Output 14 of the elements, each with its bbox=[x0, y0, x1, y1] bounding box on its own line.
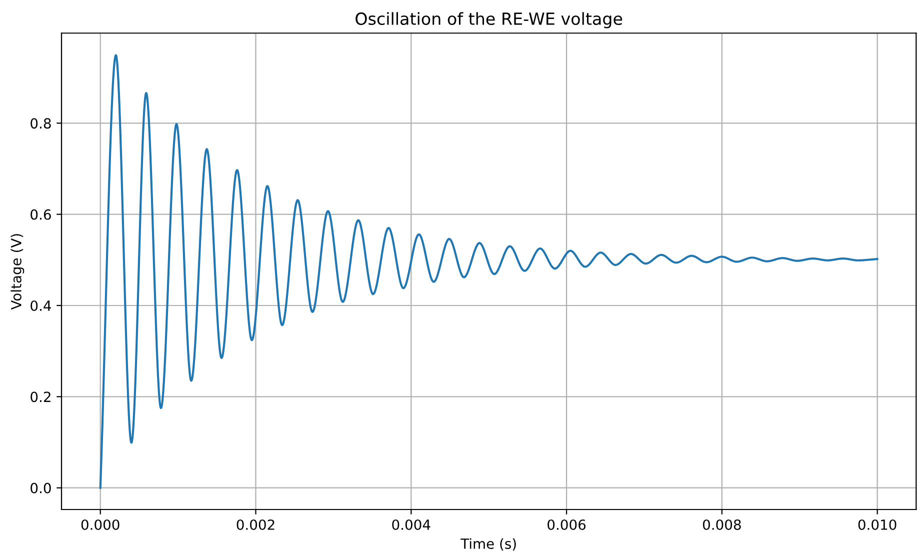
y-tick-label: 0.2 bbox=[30, 392, 50, 402]
x-tick-label: 0.008 bbox=[702, 519, 741, 530]
x-tick-label: 0.010 bbox=[858, 519, 896, 530]
chart-title: Oscillation of the RE-WE voltage bbox=[356, 12, 622, 28]
x-tick-label: 0.004 bbox=[392, 519, 430, 530]
y-tick-label: 0.4 bbox=[30, 300, 52, 311]
y-tick-label: 0.8 bbox=[30, 118, 51, 129]
x-tick-label: 0.002 bbox=[236, 519, 274, 530]
x-tick-label: 0.000 bbox=[81, 519, 120, 530]
x-axis-title: Time (s) bbox=[460, 538, 516, 551]
y-tick-label: 0.0 bbox=[30, 482, 51, 494]
y-axis-title: Voltage (V) bbox=[10, 234, 24, 310]
x-tick-label: 0.006 bbox=[548, 519, 586, 530]
y-tick-label: 0.6 bbox=[30, 209, 51, 220]
